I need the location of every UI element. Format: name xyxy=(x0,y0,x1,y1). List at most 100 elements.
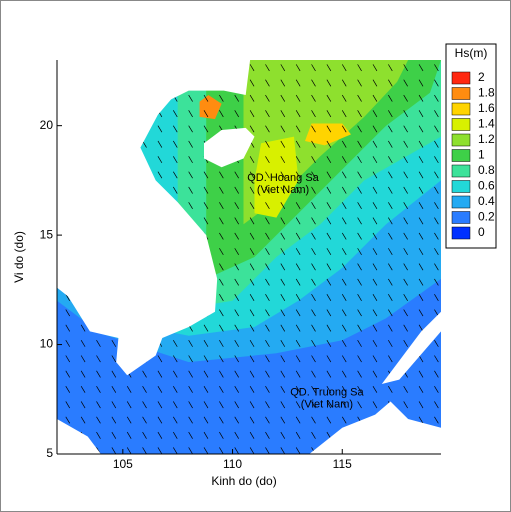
wave-arrow xyxy=(280,355,286,363)
wave-arrow xyxy=(403,140,408,148)
wave-arrow xyxy=(341,64,347,72)
wave-arrow xyxy=(265,140,270,148)
wave-arrow xyxy=(219,217,224,225)
wave-arrow xyxy=(434,416,439,424)
wave-arrow xyxy=(265,110,270,118)
wave-arrow xyxy=(388,294,393,301)
wave-arrow xyxy=(388,278,393,286)
wave-arrow xyxy=(295,416,301,424)
wave-arrow xyxy=(295,94,301,102)
wave-arrow xyxy=(188,140,193,148)
wave-arrow xyxy=(418,416,424,424)
wave-arrow xyxy=(388,140,393,148)
wave-arrow xyxy=(418,355,424,363)
wave-arrow xyxy=(219,355,224,363)
wave-arrow xyxy=(388,110,393,118)
y-tick-label: 20 xyxy=(40,118,54,132)
wave-arrow xyxy=(326,278,332,286)
wave-arrow xyxy=(295,355,301,363)
wave-arrow xyxy=(172,156,178,164)
wave-arrow xyxy=(372,370,378,378)
wave-arrow xyxy=(111,339,117,347)
wave-arrow xyxy=(341,232,347,240)
wave-arrow xyxy=(295,232,301,240)
wave-arrow xyxy=(341,370,347,378)
wave-arrow xyxy=(65,324,71,332)
wave-arrow xyxy=(372,309,378,317)
wave-arrow xyxy=(295,248,301,255)
wave-arrow xyxy=(157,401,163,409)
wave-arrow xyxy=(65,385,71,393)
land xyxy=(57,60,251,376)
wave-arrow xyxy=(203,355,209,363)
wave-arrow xyxy=(265,447,270,454)
wave-arrow xyxy=(234,324,239,332)
wave-arrow xyxy=(434,339,439,347)
wave-arrow xyxy=(434,248,439,255)
wave-arrow xyxy=(372,79,378,87)
wave-arrow xyxy=(249,447,255,454)
wave-arrow xyxy=(357,171,362,179)
wave-arrow xyxy=(372,339,378,347)
wave-arrow xyxy=(434,64,439,72)
colorbar-title: Hs(m) xyxy=(455,46,488,60)
wave-arrow xyxy=(326,64,332,72)
wave-arrow xyxy=(295,309,301,317)
wave-arrow xyxy=(80,416,86,424)
wave-arrow xyxy=(188,339,193,347)
wave-arrow xyxy=(418,156,424,164)
wave-arrow xyxy=(219,385,224,393)
wave-arrow xyxy=(357,248,362,255)
wave-arrow xyxy=(341,217,347,225)
wave-arrow xyxy=(219,431,224,439)
wave-arrow xyxy=(311,248,316,255)
wave-arrow xyxy=(311,431,316,439)
wave-arrow xyxy=(219,94,224,102)
wave-arrow xyxy=(249,294,255,301)
land xyxy=(309,401,441,454)
wave-arrow xyxy=(203,385,209,393)
wave-arrow xyxy=(234,94,239,102)
wave-arrow xyxy=(126,401,132,409)
wave-arrow xyxy=(388,232,393,240)
wave-arrow xyxy=(434,110,439,118)
wave-arrow xyxy=(265,355,270,363)
wave-arrow xyxy=(418,186,424,194)
wave-arrow xyxy=(172,355,178,363)
wave-arrow xyxy=(265,64,270,72)
wave-arrow xyxy=(188,416,193,424)
wave-arrow xyxy=(403,248,408,255)
wave-arrow xyxy=(219,110,224,118)
colorbar-label: 1 xyxy=(478,148,485,162)
wave-arrow xyxy=(403,156,408,164)
wave-arrow xyxy=(65,401,71,409)
wave-arrow xyxy=(341,156,347,164)
colorbar-swatch xyxy=(451,211,471,224)
annotation: (Viet Nam) xyxy=(257,184,309,196)
wave-arrow xyxy=(326,217,332,225)
wave-arrow xyxy=(280,217,286,225)
wave-arrow xyxy=(203,416,209,424)
wave-arrow xyxy=(418,248,424,255)
wave-arrow xyxy=(403,110,408,118)
wave-arrow xyxy=(372,110,378,118)
wave-arrow xyxy=(295,125,301,133)
wave-arrow xyxy=(188,385,193,393)
wave-arrow xyxy=(434,355,439,363)
wave-arrow xyxy=(388,94,393,102)
wave-arrow xyxy=(65,355,71,363)
wave-arrow xyxy=(157,447,163,454)
wave-arrow xyxy=(357,232,362,240)
wave-arrow xyxy=(341,309,347,317)
wave-arrow xyxy=(265,431,270,439)
wave-arrow xyxy=(265,248,270,255)
wave-arrow xyxy=(326,79,332,87)
colorbar-label: 0.4 xyxy=(478,194,495,208)
wave-arrow xyxy=(280,79,286,87)
wave-arrow xyxy=(265,94,270,102)
wave-arrow xyxy=(311,309,316,317)
wave-arrow xyxy=(388,202,393,210)
wave-arrow xyxy=(326,401,332,409)
wave-arrow xyxy=(172,416,178,424)
wave-arrow xyxy=(372,217,378,225)
